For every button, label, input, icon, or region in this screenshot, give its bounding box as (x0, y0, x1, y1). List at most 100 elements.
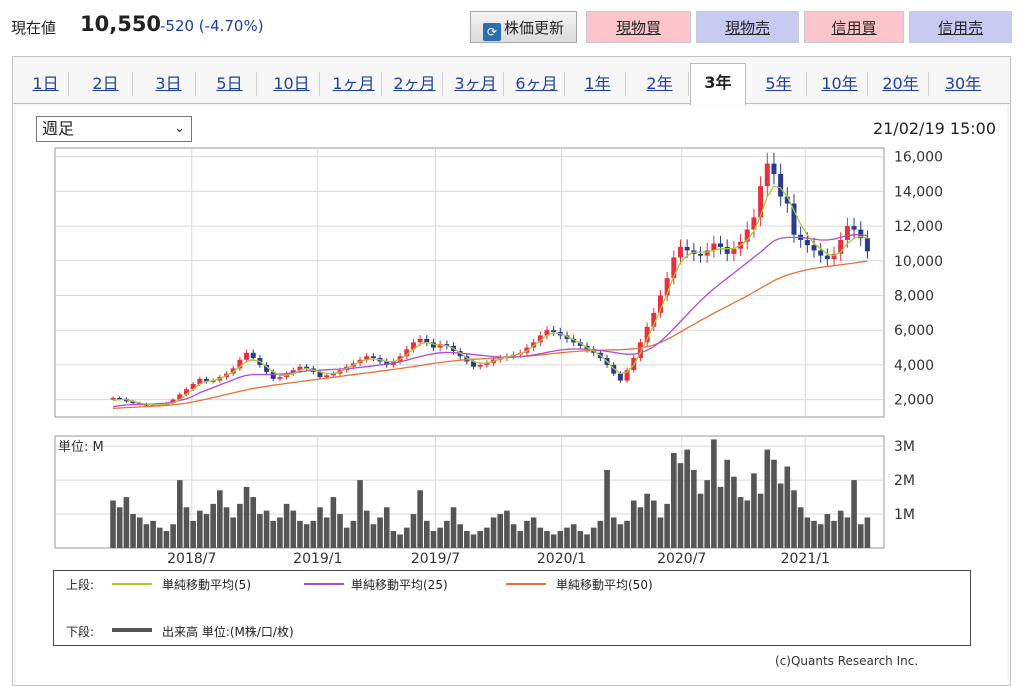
volume-bar (444, 520, 450, 548)
volume-bar (383, 507, 390, 548)
volume-bar (570, 524, 577, 548)
price-value: 10,550 (80, 12, 162, 36)
candle-body (270, 371, 276, 379)
candle-body (117, 397, 123, 400)
tab-2y[interactable]: 2年 (631, 72, 689, 96)
volume-bar (817, 524, 824, 548)
tab-1d[interactable]: 1日 (23, 72, 69, 96)
candle-body (190, 384, 196, 390)
legend-ma5-swatch (112, 583, 152, 585)
margin-sell-button[interactable]: 信用売 (909, 11, 1012, 43)
legend-volume-swatch (112, 628, 152, 632)
tab-10y[interactable]: 10年 (812, 72, 868, 96)
candle-body (264, 364, 270, 372)
volume-bar (504, 510, 510, 548)
candle-body (704, 250, 710, 256)
candle-body (731, 248, 737, 254)
volume-bar (671, 452, 677, 548)
volume-bar (424, 520, 430, 548)
tab-6m[interactable]: 6ヶ月 (509, 72, 565, 96)
candle-body (430, 342, 436, 348)
volume-bar (857, 524, 864, 548)
candle-body (410, 342, 416, 350)
volume-unit-label: 単位: M (58, 439, 104, 455)
cash-sell-button[interactable]: 現物売 (696, 11, 799, 43)
legend-ma25: 単純移動平均(25) (351, 578, 448, 592)
interval-select[interactable]: 週足 ⌄ (36, 116, 192, 142)
volume-bar (223, 507, 230, 548)
tab-3d[interactable]: 3日 (142, 72, 196, 96)
candle-body (698, 253, 704, 256)
date-tick-label: 2021/1 (781, 551, 830, 567)
volume-bar (544, 531, 550, 548)
candle-body (858, 229, 864, 239)
candle-body (277, 377, 283, 379)
volume-bar (390, 531, 397, 548)
candle-body (524, 347, 530, 353)
tab-5d[interactable]: 5日 (203, 72, 257, 96)
legend-ma50-swatch (506, 583, 546, 585)
volume-bar (464, 531, 470, 548)
candle-body (384, 361, 390, 365)
volume-bar (230, 517, 236, 548)
price-tick-label: 14,000 (894, 184, 943, 200)
volume-bar (237, 503, 243, 548)
volume-bar (277, 517, 283, 548)
candle-body (544, 330, 550, 336)
tab-30y[interactable]: 30年 (944, 74, 982, 93)
volume-bar (811, 520, 817, 548)
volume-bar (524, 520, 530, 548)
candle-body (230, 368, 236, 374)
tab-2m[interactable]: 2ヶ月 (387, 72, 443, 96)
volume-bar (744, 500, 751, 548)
volume-bar (357, 480, 363, 548)
volume-bar (664, 503, 670, 548)
candle-body (651, 312, 657, 327)
date-tick-label: 2019/7 (411, 551, 460, 567)
volume-bar (130, 514, 136, 548)
volume-bar (203, 514, 210, 548)
candle-body (818, 250, 824, 256)
candle-body (110, 397, 116, 400)
tab-5y[interactable]: 5年 (751, 72, 807, 96)
candle-body (564, 335, 570, 339)
cash-buy-button[interactable]: 現物買 (586, 11, 691, 43)
volume-bar (717, 486, 724, 548)
volume-bar (363, 510, 370, 548)
legend-ma50: 単純移動平均(50) (556, 578, 653, 592)
volume-bar (477, 531, 484, 548)
candle-body (811, 245, 817, 251)
candle-body (424, 338, 430, 343)
candle-body (771, 163, 777, 175)
volume-bar (804, 517, 811, 548)
volume-bar (116, 507, 123, 548)
price-tick-label: 6,000 (894, 323, 934, 339)
ma50-line (112, 260, 868, 409)
tab-10d[interactable]: 10日 (264, 72, 320, 96)
candle-body (784, 196, 790, 204)
candle-body (290, 370, 296, 374)
margin-buy-button[interactable]: 信用買 (804, 11, 904, 43)
volume-bar (797, 507, 804, 548)
volume-bar (330, 497, 337, 548)
tab-1m[interactable]: 1ヶ月 (326, 72, 382, 96)
date-tick-label: 2020/7 (657, 551, 706, 567)
tab-3m[interactable]: 3ヶ月 (448, 72, 504, 96)
volume-bar (323, 517, 330, 548)
volume-bar (630, 500, 637, 548)
tab-1y[interactable]: 1年 (570, 72, 626, 96)
volume-bar (150, 520, 156, 548)
candle-body (330, 373, 336, 376)
tab-2d[interactable]: 2日 (79, 72, 133, 96)
candle-body (664, 278, 670, 296)
candle-body (370, 356, 376, 358)
candle-body (724, 246, 730, 254)
tab-3y[interactable]: 3年 (690, 63, 746, 105)
date-tick-label: 2019/1 (293, 551, 342, 567)
price-tick-label: 8,000 (894, 289, 934, 305)
refresh-price-button[interactable]: ⟳ 株価更新 (470, 11, 577, 43)
tab-20y[interactable]: 20年 (873, 72, 929, 96)
volume-bar (751, 473, 757, 548)
candle-body (317, 371, 323, 378)
legend-volume: 出来高 単位:(M株/口/枚) (162, 625, 294, 639)
